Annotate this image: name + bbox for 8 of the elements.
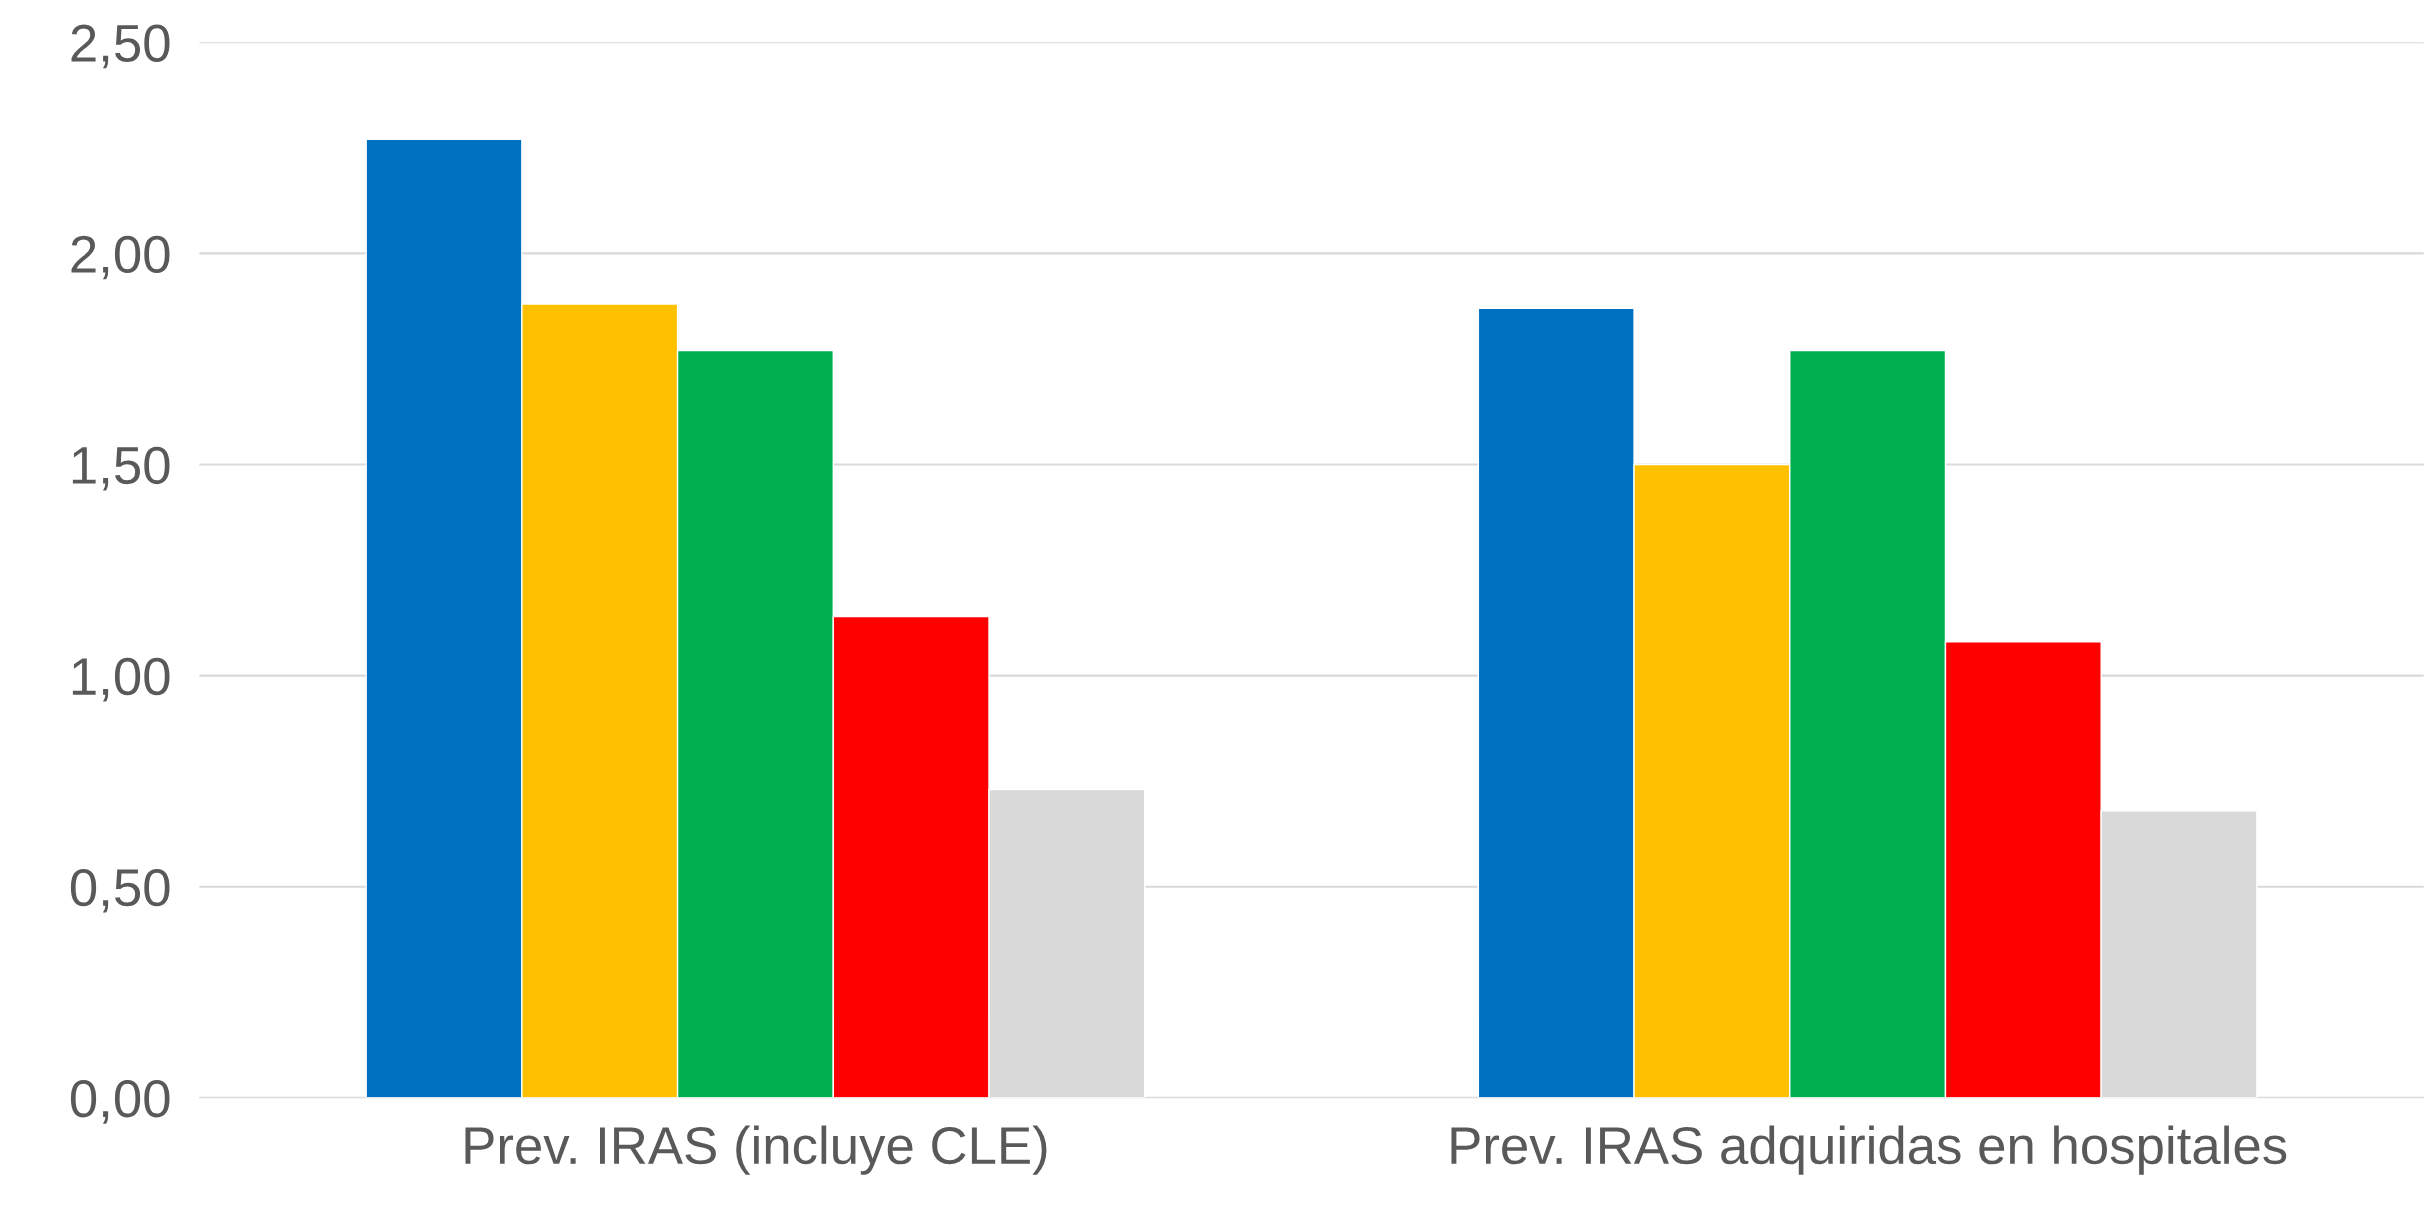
y-tick-label: 2,50 bbox=[71, 24, 170, 69]
x-tick-label: Prev. IRAS (incluye CLE) bbox=[465, 1125, 1047, 1175]
y-tick-label: 1,50 bbox=[72, 446, 170, 491]
y-tick-label: 2,00 bbox=[71, 235, 170, 280]
x-tick-label: Prev. IRAS adquiridas en hospitales bbox=[1451, 1125, 2287, 1175]
y-tick-label: 0,00 bbox=[70, 1080, 170, 1124]
y-tick-label: 0,50 bbox=[70, 868, 170, 913]
y-tick-label: 1,00 bbox=[72, 657, 170, 702]
